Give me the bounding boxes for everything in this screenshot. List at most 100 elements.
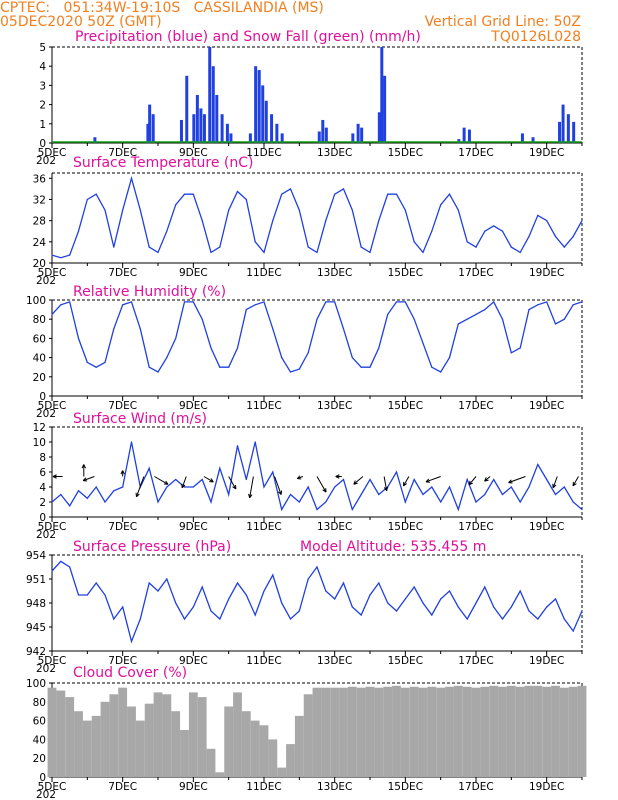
cloud-cover-bar bbox=[286, 744, 295, 777]
cloud-cover-bar bbox=[445, 686, 454, 777]
pressure-point bbox=[263, 590, 265, 592]
wind-point bbox=[69, 505, 71, 507]
humidity-point bbox=[139, 328, 141, 330]
wind-arrow-head bbox=[335, 476, 340, 479]
cloud-cover-ytick-label: 100 bbox=[26, 678, 46, 690]
pressure-point bbox=[104, 594, 106, 596]
wind-point bbox=[563, 486, 565, 488]
precip-bar bbox=[467, 129, 471, 143]
wind-arrow-head bbox=[572, 483, 577, 487]
humidity-point bbox=[493, 301, 495, 303]
humidity-ytick-label: 60 bbox=[33, 333, 46, 345]
temperature-point bbox=[104, 209, 106, 211]
humidity-xtick-label: 13DEC bbox=[317, 400, 352, 412]
precip-bar bbox=[270, 114, 274, 143]
temperature-point bbox=[60, 257, 62, 259]
panel-title-precipitation: Precipitation (blue) and Snow Fall (gree… bbox=[75, 29, 421, 45]
wind-point bbox=[581, 508, 583, 511]
wind-point bbox=[104, 501, 106, 503]
temperature-point bbox=[422, 251, 424, 254]
precip-bar bbox=[146, 123, 150, 143]
cloud-cover-bar bbox=[241, 711, 251, 777]
humidity-point bbox=[95, 366, 97, 368]
humidity-point bbox=[572, 304, 574, 306]
precip-bar bbox=[93, 137, 97, 143]
pressure-point bbox=[139, 618, 141, 620]
wind-point bbox=[360, 493, 362, 496]
wind-xtick-year-stub: 202 bbox=[36, 529, 56, 541]
temperature-point bbox=[236, 190, 239, 193]
cloud-cover-bar bbox=[180, 730, 189, 777]
cloud-cover-xtick-label: 19DEC bbox=[529, 781, 564, 793]
header-date: 05DEC2020 50Z (GMT) bbox=[0, 14, 162, 30]
temperature-point bbox=[298, 209, 300, 211]
cloud-cover-bar bbox=[82, 720, 92, 777]
pressure-point bbox=[192, 606, 194, 608]
cloud-cover-bar bbox=[427, 686, 437, 777]
temperature-ytick-label: 20 bbox=[33, 258, 46, 270]
wind-arrow bbox=[228, 476, 237, 490]
pressure-point bbox=[298, 610, 300, 612]
wind-arrow-head bbox=[81, 464, 85, 469]
temperature-point bbox=[457, 209, 459, 211]
pressure-point bbox=[537, 618, 539, 620]
pressure-point bbox=[210, 610, 212, 612]
temperature-point bbox=[228, 209, 230, 211]
temperature-point bbox=[192, 193, 194, 195]
cloud-cover-bar bbox=[91, 715, 101, 777]
wind-arrow-head bbox=[210, 478, 214, 483]
wind-point bbox=[263, 486, 265, 488]
wind-arrow-head bbox=[232, 486, 237, 490]
precipitation-xtick-label: 5DEC bbox=[38, 147, 67, 159]
temperature-xtick-label: 11DEC bbox=[246, 267, 281, 279]
wind-arrow-head bbox=[136, 493, 140, 498]
temperature-point bbox=[130, 177, 133, 179]
cloud-cover-bar bbox=[127, 706, 136, 777]
wind-point bbox=[175, 478, 177, 481]
wind-point bbox=[122, 486, 124, 488]
temperature-point bbox=[113, 246, 115, 248]
cloud-cover-bar bbox=[365, 686, 375, 777]
humidity-point bbox=[60, 304, 62, 306]
pressure-point bbox=[166, 578, 168, 580]
humidity-point bbox=[254, 304, 256, 306]
header-model-code: TQ0126L028 bbox=[491, 29, 581, 45]
wind-point bbox=[289, 493, 292, 496]
pressure-point bbox=[325, 590, 327, 592]
precip-bar bbox=[280, 133, 284, 143]
wind-point bbox=[236, 445, 239, 447]
wind-point bbox=[201, 478, 203, 481]
pressure-point bbox=[122, 606, 124, 608]
humidity-xtick-label: 19DEC bbox=[529, 400, 564, 412]
temperature-ytick-label: 24 bbox=[33, 237, 47, 249]
temperature-point bbox=[254, 241, 256, 243]
wind-point bbox=[431, 486, 433, 488]
wind-point bbox=[378, 493, 380, 496]
precipitation-xtick-label: 11DEC bbox=[246, 147, 281, 159]
humidity-point bbox=[192, 301, 194, 303]
wind-arrow-head bbox=[249, 494, 253, 499]
pressure-ytick-label: 945 bbox=[26, 622, 46, 634]
wind-arrow bbox=[181, 476, 187, 488]
wind-xtick-label: 5DEC bbox=[38, 521, 67, 533]
temperature-series-line bbox=[51, 175, 583, 259]
wind-arrow-head bbox=[83, 464, 86, 469]
humidity-point bbox=[554, 323, 557, 325]
cloud-cover-xtick-label: 9DEC bbox=[179, 781, 208, 793]
humidity-xtick-label: 5DEC bbox=[38, 400, 67, 412]
humidity-point bbox=[69, 301, 71, 303]
precipitation-ytick-label: 0 bbox=[39, 138, 46, 150]
wind-arrow bbox=[383, 476, 388, 491]
pressure-point bbox=[316, 566, 318, 568]
cloud-cover-bar bbox=[506, 685, 516, 777]
pressure-xtick-label: 17DEC bbox=[458, 655, 493, 667]
cloud-cover-bar bbox=[233, 692, 242, 777]
temperature-ytick-label: 28 bbox=[33, 216, 46, 228]
precip-bar bbox=[356, 123, 360, 143]
humidity-point bbox=[431, 366, 433, 368]
precip-bar bbox=[208, 47, 212, 143]
temperature-point bbox=[307, 246, 309, 248]
cloud-cover-bar bbox=[356, 687, 366, 777]
pressure-point bbox=[219, 618, 221, 620]
wind-point bbox=[546, 478, 548, 481]
